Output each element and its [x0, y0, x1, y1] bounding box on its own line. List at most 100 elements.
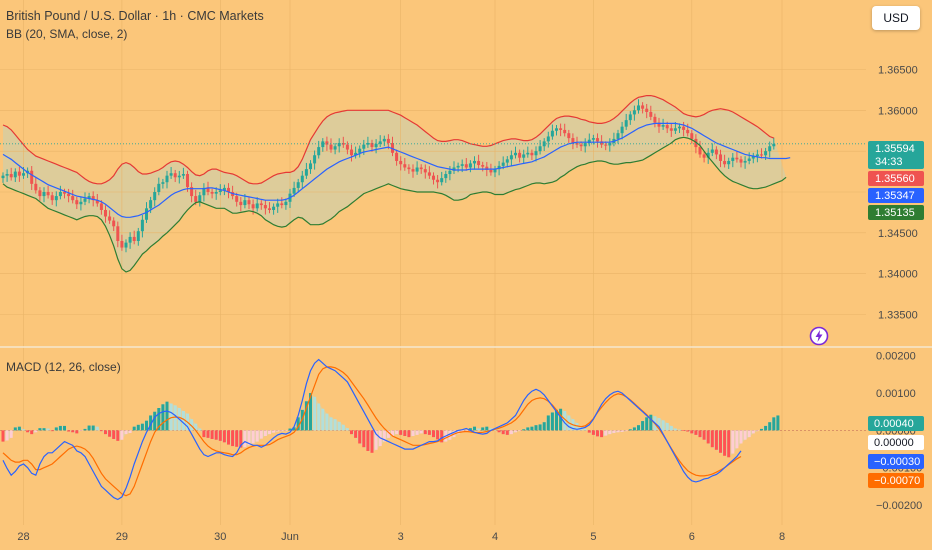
candle-body — [530, 152, 534, 156]
macd-histogram-bar — [735, 430, 739, 449]
candle-body — [75, 200, 79, 205]
macd-histogram-bar — [743, 430, 747, 440]
candle-body — [616, 133, 620, 139]
candle-body — [669, 128, 673, 131]
candle-body — [42, 192, 46, 197]
candle-body — [186, 174, 189, 188]
symbol-title[interactable]: British Pound / U.S. Dollar · 1h · CMC M… — [6, 9, 264, 23]
macd-histogram-bar — [411, 430, 415, 436]
candle-body — [17, 171, 21, 176]
candle-body — [202, 187, 206, 196]
macd-histogram-bar — [181, 410, 185, 431]
macd-histogram-bar — [251, 430, 255, 444]
time-tick-label: 28 — [17, 531, 29, 543]
macd-histogram-bar — [227, 430, 230, 445]
macd-legend[interactable]: MACD (12, 26, close) — [6, 360, 121, 374]
macd-histogram-bar — [587, 430, 591, 433]
candle-body — [153, 192, 157, 201]
time-tick-label: 30 — [214, 531, 226, 543]
candle-body — [149, 200, 153, 209]
macd-histogram-bar — [612, 430, 616, 434]
candle-body — [169, 173, 173, 176]
macd-histogram-bar — [58, 425, 62, 431]
candle-body — [399, 160, 403, 165]
macd-histogram-bar — [596, 430, 599, 437]
candle-body — [333, 146, 337, 150]
macd-histogram-bar — [325, 413, 329, 431]
candle-body — [243, 200, 247, 206]
macd-value-label — [868, 473, 924, 488]
candle-body — [743, 160, 747, 163]
candle-body — [423, 169, 427, 173]
candle-body — [485, 166, 489, 170]
candle-body — [596, 138, 599, 142]
candle-body — [772, 143, 776, 147]
candle-body — [719, 154, 722, 161]
macd-histogram-bar — [136, 424, 140, 431]
macd-tick-label: 0.00100 — [876, 388, 916, 400]
candle-body — [702, 154, 706, 158]
candle-body — [395, 152, 399, 161]
macd-histogram-bar — [120, 430, 124, 440]
macd-histogram-bar — [354, 430, 358, 438]
macd-histogram-bar — [108, 430, 112, 437]
macd-histogram-bar — [13, 427, 17, 431]
candle-body — [255, 203, 259, 209]
candle-body — [468, 163, 472, 168]
macd-histogram-bar — [559, 408, 563, 431]
macd-histogram-bar — [263, 430, 267, 436]
macd-histogram-bar — [616, 430, 620, 433]
candle-body — [317, 147, 321, 156]
candle-body — [682, 126, 686, 130]
candle-body — [641, 105, 645, 109]
currency-button[interactable]: USD — [872, 6, 920, 30]
candle-body — [542, 141, 546, 147]
candle-body — [706, 152, 710, 158]
candle-body — [747, 158, 751, 161]
macd-histogram-bar — [317, 403, 321, 431]
macd-histogram-bar — [432, 430, 435, 438]
candle-body — [526, 152, 530, 155]
macd-histogram — [0, 393, 866, 458]
macd-histogram-bar — [329, 417, 333, 431]
macd-value-text: 0.00000 — [874, 437, 914, 449]
price-value-text: 1.35135 — [875, 207, 915, 219]
macd-histogram-bar — [54, 427, 58, 431]
bollinger-upper-line — [2, 94, 775, 185]
candle-body — [337, 143, 341, 147]
candle-body — [132, 236, 136, 241]
macd-histogram-bar — [686, 430, 690, 432]
macd-value-label — [868, 416, 924, 431]
macd-histogram-bar — [555, 409, 558, 431]
candle-body — [755, 154, 759, 157]
candle-body — [649, 111, 653, 117]
lightning-icon[interactable] — [809, 326, 829, 346]
candle-body — [1, 175, 5, 179]
candle-body — [136, 231, 140, 241]
candle-body — [321, 141, 325, 148]
bollinger-legend[interactable]: BB (20, SMA, close, 2) — [6, 27, 128, 41]
candle-body — [714, 149, 718, 155]
candle-body — [522, 154, 526, 158]
candle-body — [563, 129, 567, 134]
macd-histogram-bar — [366, 430, 370, 451]
macd-histogram-bar — [641, 421, 645, 431]
macd-histogram-bar — [690, 430, 694, 434]
bollinger-basis-line — [2, 122, 791, 218]
macd-value-label — [868, 454, 924, 469]
candle-body — [263, 205, 267, 209]
candle-body — [464, 164, 468, 168]
candle-body — [661, 125, 665, 127]
candle-body — [104, 209, 107, 217]
candle-body — [108, 216, 112, 221]
candle-body — [329, 144, 333, 150]
macd-histogram-bar — [194, 423, 198, 431]
candle-body — [657, 122, 661, 127]
candle-body — [140, 219, 144, 232]
candle-body — [440, 178, 444, 183]
macd-histogram-bar — [419, 430, 423, 434]
candle-body — [313, 155, 317, 164]
time-tick-label: 4 — [492, 531, 498, 543]
candle-body — [206, 187, 210, 192]
